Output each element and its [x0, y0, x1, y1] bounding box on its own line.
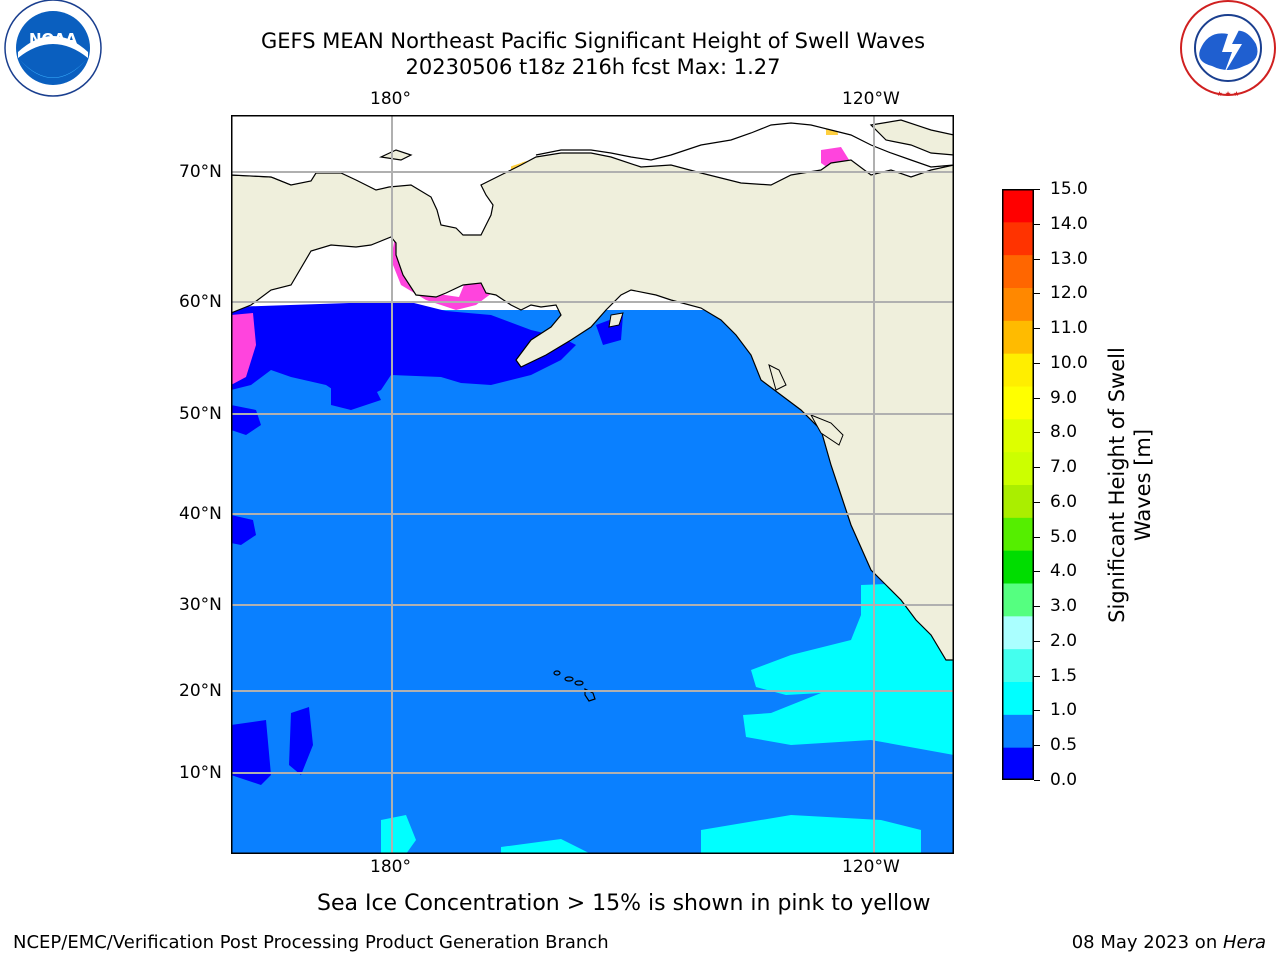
high-swell-region-east [743, 583, 954, 755]
footer-date: 08 May 2023 on Hera [1072, 932, 1266, 953]
lat-label-30n: 30°N [179, 595, 222, 615]
lon-label-top-120w: 120°W [842, 89, 900, 109]
lat-label-40n: 40°N [179, 504, 222, 524]
lon-label-top-180: 180° [370, 89, 411, 109]
lat-label-20n: 20°N [179, 681, 222, 701]
colorbar-tick-mark [1034, 397, 1040, 399]
lat-label-10n: 10°N [179, 763, 222, 783]
lon-label-bottom-120w: 120°W [842, 857, 900, 877]
map-frame [231, 115, 954, 854]
colorbar-swatch [1002, 353, 1034, 387]
colorbar [1002, 189, 1034, 781]
colorbar-swatch [1002, 386, 1034, 420]
colorbar-swatch [1002, 451, 1034, 485]
noaa-logo-text: NOAA [29, 30, 78, 48]
colorbar-tick-mark [1034, 780, 1040, 781]
colorbar-tick-label: 2.0 [1050, 630, 1078, 651]
colorbar-tick-label: 0.0 [1050, 770, 1078, 790]
colorbar-tick-mark [1034, 640, 1040, 642]
colorbar-tick-mark [1034, 536, 1040, 538]
colorbar-swatch [1002, 254, 1034, 288]
colorbar-tick-mark [1034, 328, 1040, 330]
sea-ice-note: Sea Ice Concentration > 15% is shown in … [317, 891, 931, 916]
colorbar-swatch [1002, 615, 1034, 650]
colorbar-tick-label: 1.0 [1050, 700, 1078, 721]
lat-label-60n: 60°N [179, 292, 222, 312]
colorbar-label-text: Significant Height of Swell Waves [m] [1105, 347, 1155, 623]
colorbar-tick-mark [1034, 293, 1040, 295]
colorbar-tick-mark [1034, 189, 1040, 190]
lat-label-70n: 70°N [179, 162, 222, 182]
colorbar-tick-mark [1034, 432, 1040, 434]
colorbar-tick-label: 1.5 [1050, 665, 1078, 686]
colorbar-tick-mark [1034, 223, 1040, 225]
vancouver-island [809, 414, 844, 446]
colorbar-swatch [1002, 583, 1034, 617]
high-swell-region-south [381, 815, 416, 854]
colorbar-tick-mark [1034, 467, 1040, 469]
colorbar-tick-mark [1034, 258, 1040, 260]
low-swell-region-bering [231, 301, 576, 400]
colorbar-swatches [1002, 189, 1034, 781]
colorbar-swatch [1002, 189, 1034, 223]
map-subtitle: 20230506 t18z 216h fcst Max: 1.27 [405, 55, 781, 79]
colorbar-swatch [1002, 714, 1034, 748]
colorbar-tick-mark [1034, 710, 1040, 712]
colorbar-tick-label: 11.0 [1050, 318, 1088, 339]
colorbar-tick-mark [1034, 606, 1040, 608]
colorbar-tick-label: 3.0 [1050, 596, 1078, 617]
colorbar-tick-label: 15.0 [1050, 179, 1088, 199]
graticule [231, 115, 954, 854]
colorbar-swatch [1002, 681, 1034, 715]
colorbar-tick-mark [1034, 571, 1040, 573]
land-north-america-asia [231, 152, 954, 661]
colorbar-swatch [1002, 221, 1034, 256]
colorbar-tick-label: 8.0 [1050, 422, 1078, 443]
footer-credit: NCEP/EMC/Verification Post Processing Pr… [13, 932, 609, 953]
colorbar-swatch [1002, 550, 1034, 584]
colorbar-tick-label: 13.0 [1050, 248, 1088, 269]
colorbar-swatch [1002, 320, 1034, 354]
colorbar-tick-label: 12.0 [1050, 283, 1088, 304]
nws-logo: ★ ★ ★ [1178, 0, 1280, 100]
map-canvas [231, 115, 954, 854]
colorbar-tick-label: 10.0 [1050, 352, 1088, 373]
footer-date-text: 08 May 2023 on [1071, 932, 1223, 953]
colorbar-swatch [1002, 648, 1034, 682]
lat-label-50n: 50°N [179, 404, 222, 424]
svg-text:★ ★ ★: ★ ★ ★ [1216, 90, 1239, 98]
colorbar-ticks: 15.0 14.0 13.0 12.0 11.0 10.0 9.0 8.0 7.0 6.0 5.0 4… [1034, 179, 1104, 792]
colorbar-tick-label: 4.0 [1050, 561, 1078, 582]
colorbar-swatch [1002, 747, 1034, 781]
colorbar-swatch [1002, 418, 1034, 453]
map-title: GEFS MEAN Northeast Pacific Significant … [260, 29, 926, 53]
lon-label-bottom-180: 180° [370, 857, 411, 877]
colorbar-tick-mark [1034, 501, 1040, 503]
colorbar-tick-label: 6.0 [1050, 491, 1078, 512]
colorbar-tick-label: 14.0 [1050, 213, 1088, 234]
colorbar-frame [1002, 189, 1034, 780]
colorbar-tick-label: 9.0 [1050, 387, 1078, 408]
low-swell-region-west [231, 515, 256, 545]
map-panel[interactable] [231, 115, 954, 854]
colorbar-tick-label: 0.5 [1050, 735, 1078, 756]
colorbar-swatch [1002, 484, 1034, 518]
colorbar-swatch [1002, 287, 1034, 321]
footer-machine: Hera [1222, 932, 1266, 953]
colorbar-tick-mark [1034, 745, 1040, 747]
colorbar-tick-label: 5.0 [1050, 526, 1078, 547]
colorbar-tick-mark [1034, 362, 1040, 364]
colorbar-tick-label: 7.0 [1050, 457, 1078, 478]
noaa-logo: NOAA [0, 0, 106, 100]
colorbar-swatch [1002, 517, 1034, 551]
colorbar-tick-mark [1034, 675, 1040, 677]
